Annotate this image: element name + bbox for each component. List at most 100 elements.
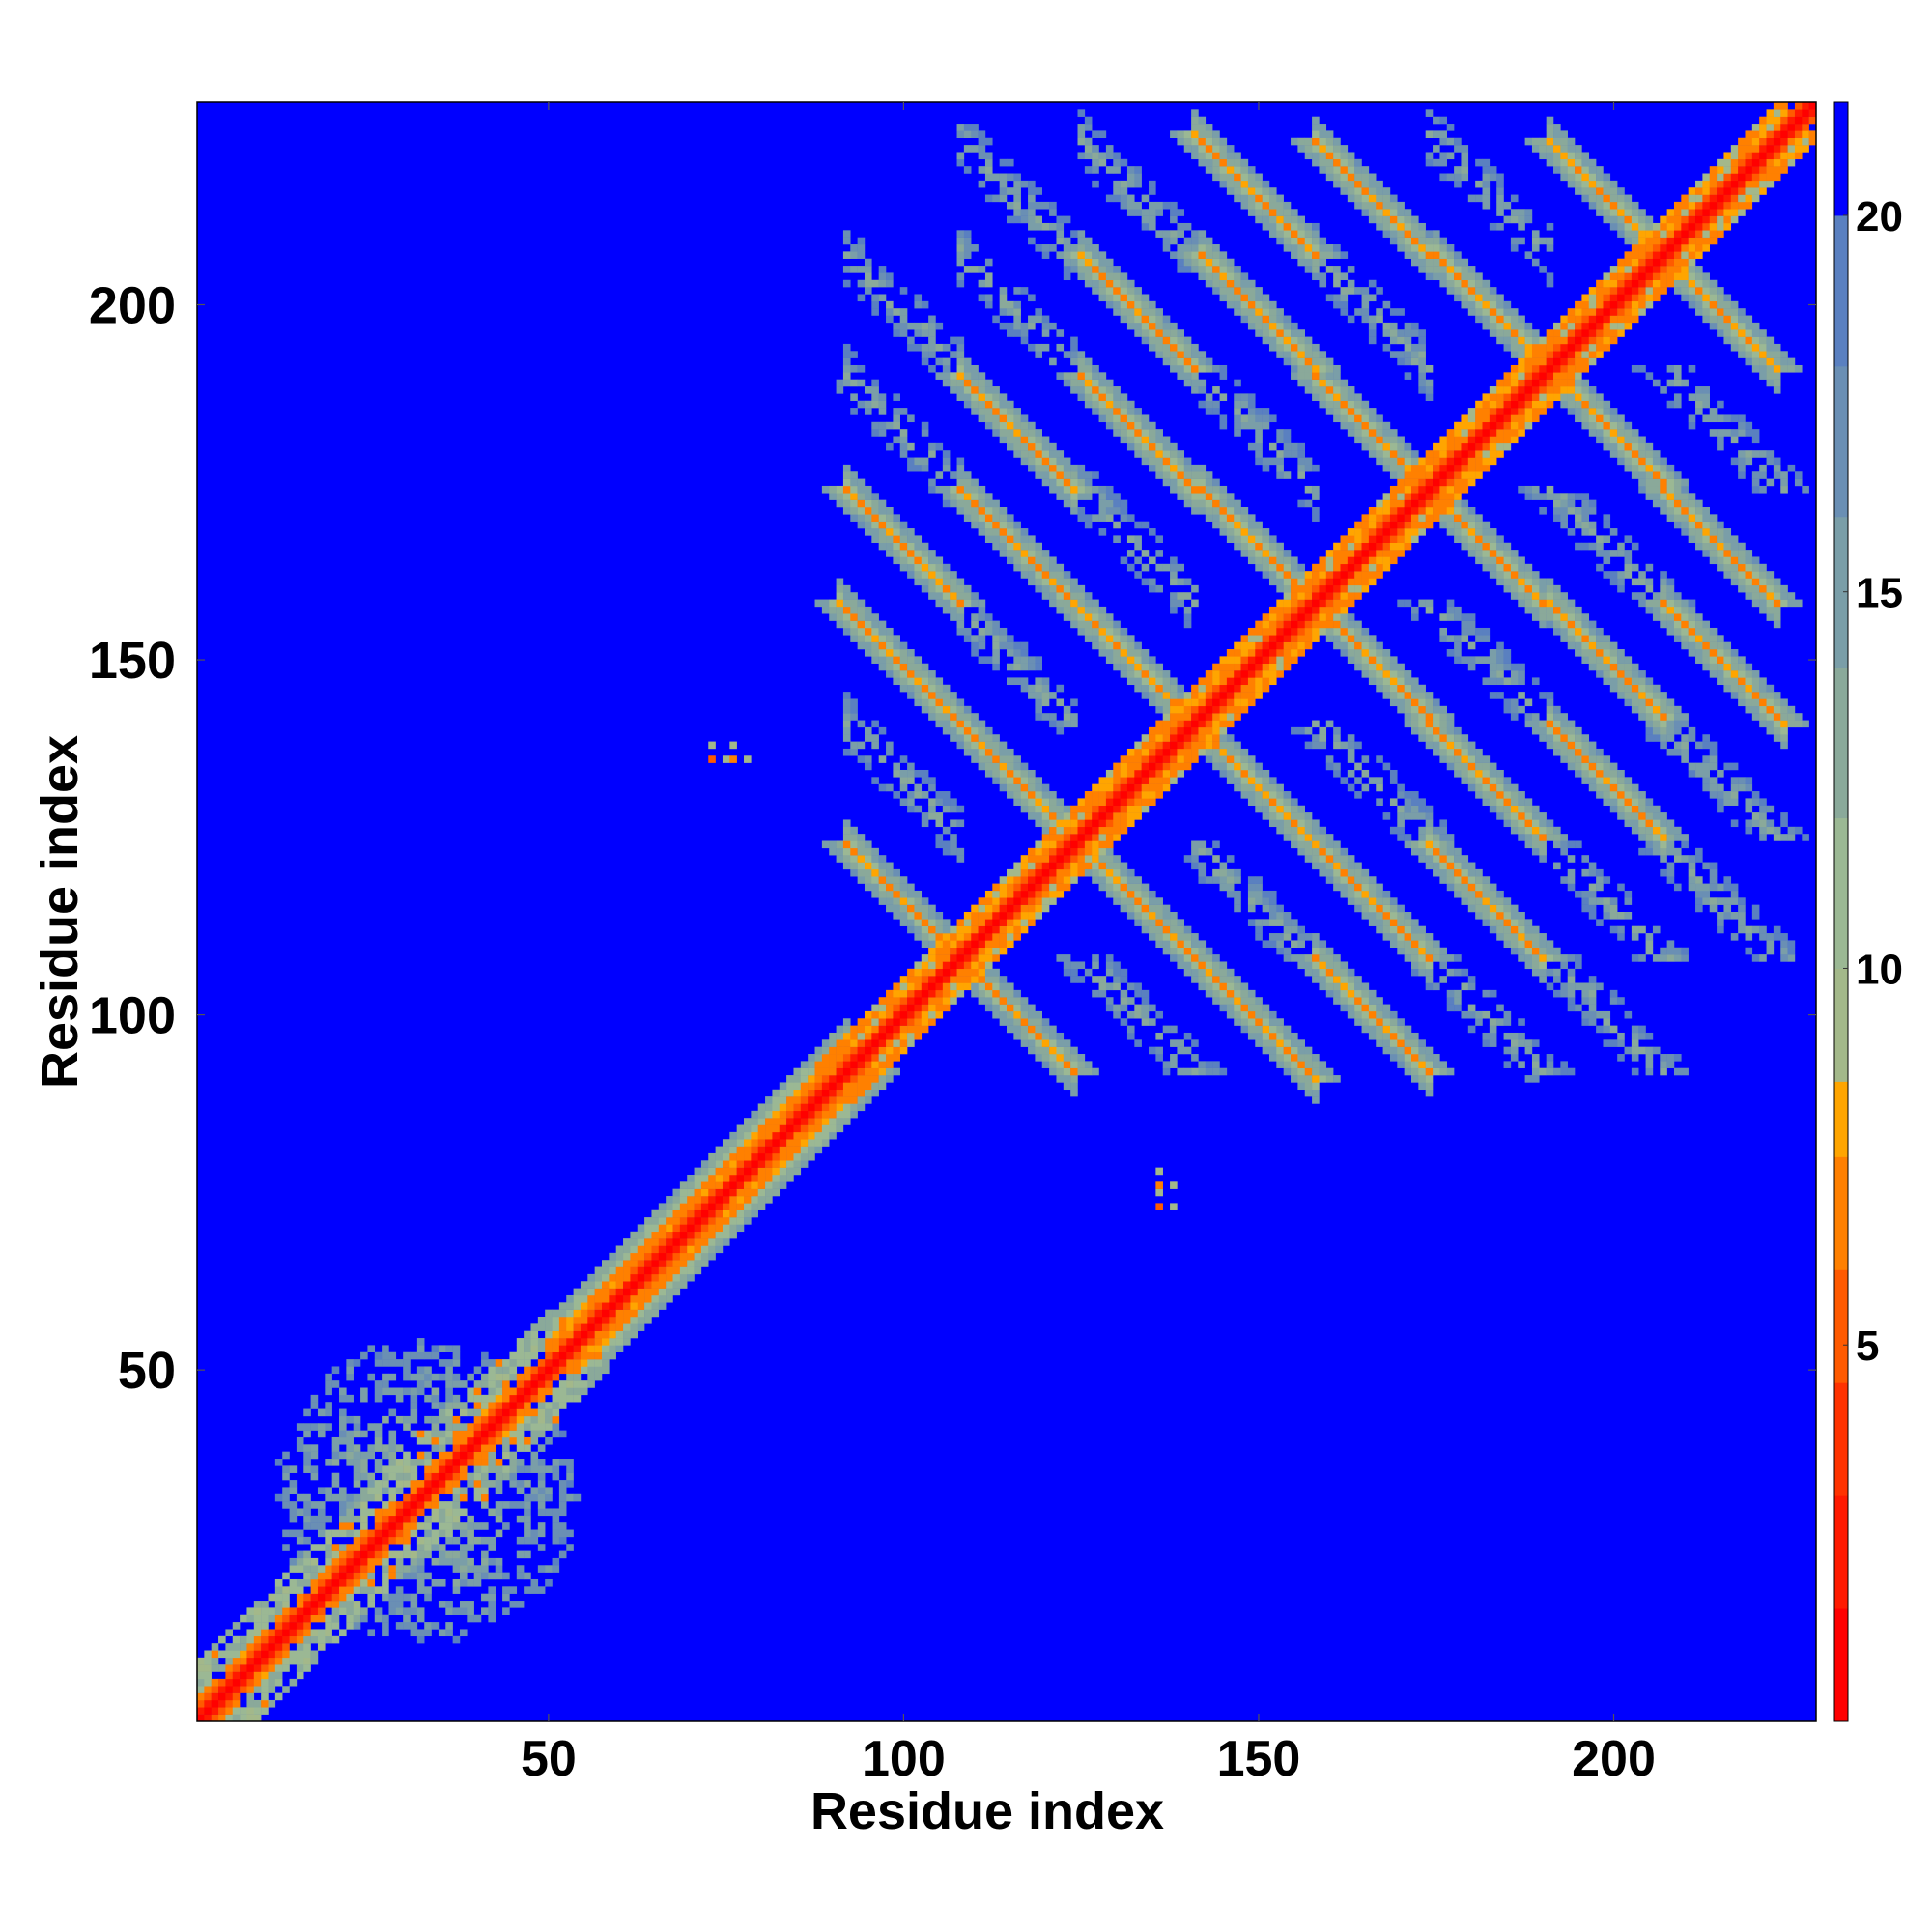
heatmap-cell <box>1183 940 1192 948</box>
heatmap-cell <box>1191 698 1199 707</box>
heatmap-cell <box>857 1018 866 1026</box>
heatmap-cell <box>893 670 900 678</box>
heatmap-cell <box>1070 847 1078 856</box>
heatmap-cell <box>984 627 993 636</box>
heatmap-cell <box>907 556 915 565</box>
heatmap-cell <box>1268 1032 1277 1040</box>
heatmap-cell <box>530 1387 539 1396</box>
heatmap-cell <box>253 1657 262 1665</box>
heatmap-cell <box>424 1430 432 1438</box>
heatmap-cell <box>992 315 1000 324</box>
heatmap-cell <box>331 1544 340 1551</box>
heatmap-cell <box>1084 514 1093 522</box>
heatmap-cell <box>246 1629 255 1637</box>
heatmap-cell <box>956 720 965 728</box>
heatmap-cell <box>1134 670 1142 678</box>
heatmap-cell <box>1134 173 1142 182</box>
heatmap-cell <box>950 720 957 728</box>
heatmap-cell <box>893 876 900 884</box>
heatmap-cell <box>850 698 858 707</box>
heatmap-cell <box>992 976 1000 983</box>
heatmap-cell <box>978 734 986 742</box>
heatmap-cell <box>580 1359 588 1367</box>
heatmap-cell <box>1092 266 1099 273</box>
heatmap-cell <box>452 1536 461 1545</box>
heatmap-cell <box>282 1614 290 1623</box>
heatmap-cell <box>274 1493 283 1502</box>
heatmap-cell <box>814 1110 823 1119</box>
heatmap-cell <box>1035 684 1042 693</box>
heatmap-cell <box>1226 670 1235 678</box>
heatmap-cell <box>1028 215 1036 224</box>
heatmap-cell <box>1063 713 1071 721</box>
heatmap-cell <box>928 692 936 699</box>
heatmap-cell <box>1226 713 1235 721</box>
heatmap-cell <box>431 1351 440 1360</box>
heatmap-cell <box>339 1586 347 1594</box>
heatmap-cell <box>1212 514 1220 522</box>
heatmap-cell <box>637 1273 645 1282</box>
heatmap-cell <box>666 1203 673 1210</box>
heatmap-cell <box>1155 726 1163 735</box>
heatmap-cell <box>1234 876 1241 884</box>
heatmap-cell <box>573 1380 582 1388</box>
heatmap-cell <box>651 1224 660 1233</box>
heatmap-cell <box>1092 976 1099 983</box>
heatmap-cell <box>1283 556 1292 565</box>
heatmap-cell <box>1234 890 1241 898</box>
heatmap-cell <box>992 514 1000 522</box>
heatmap-cell <box>1020 1018 1029 1026</box>
heatmap-cell <box>1247 535 1256 543</box>
heatmap-cell <box>623 1330 631 1339</box>
heatmap-cell <box>558 1359 567 1367</box>
heatmap-cell <box>850 266 858 273</box>
heatmap-cell <box>1170 919 1178 926</box>
heatmap-cell <box>1113 521 1121 529</box>
heatmap-cell <box>992 173 1000 182</box>
heatmap-cell <box>303 1508 311 1517</box>
heatmap-cell <box>431 1415 440 1424</box>
heatmap-cell <box>757 1174 766 1182</box>
heatmap-cell <box>751 1209 758 1218</box>
heatmap-cell <box>963 393 972 401</box>
heatmap-cell <box>1205 755 1213 763</box>
heatmap-cell <box>1092 868 1099 877</box>
heatmap-cell <box>1262 563 1270 572</box>
heatmap-cell <box>1041 883 1050 892</box>
heatmap-cell <box>1056 1067 1065 1076</box>
heatmap-cell <box>431 1501 440 1509</box>
heatmap-cell <box>473 1578 482 1587</box>
heatmap-cell <box>1226 152 1235 160</box>
heatmap-cell <box>893 421 900 430</box>
heatmap-cell <box>346 1430 354 1438</box>
heatmap-cell <box>715 1152 724 1161</box>
heatmap-cell <box>1070 862 1078 870</box>
heatmap-cell <box>310 1501 319 1509</box>
heatmap-cell <box>1105 620 1114 629</box>
heatmap-cell <box>956 279 965 288</box>
heatmap-cell <box>1262 556 1270 565</box>
heatmap-cell <box>765 1118 773 1125</box>
heatmap-cell <box>1276 329 1284 337</box>
heatmap-cell <box>339 1629 347 1637</box>
heatmap-cell <box>878 1061 887 1068</box>
heatmap-cell <box>878 1082 887 1091</box>
heatmap-cell <box>871 379 879 387</box>
heatmap-cell <box>1063 464 1071 472</box>
heatmap-cell <box>956 847 965 856</box>
heatmap-cell <box>1098 408 1107 415</box>
heatmap-cell <box>1283 450 1292 458</box>
heatmap-cell <box>1212 173 1220 182</box>
heatmap-cell <box>971 364 979 373</box>
heatmap-cell <box>594 1309 603 1318</box>
heatmap-cell <box>410 1465 418 1473</box>
heatmap-cell <box>310 1522 319 1530</box>
heatmap-cell <box>729 1224 737 1233</box>
heatmap-cell <box>388 1593 397 1602</box>
heatmap-cell <box>1020 414 1029 423</box>
heatmap-cell <box>382 1515 389 1523</box>
heatmap-cell <box>963 635 972 642</box>
heatmap-cell <box>1219 514 1228 522</box>
heatmap-cell <box>303 1643 311 1651</box>
heatmap-cell <box>1234 300 1241 309</box>
